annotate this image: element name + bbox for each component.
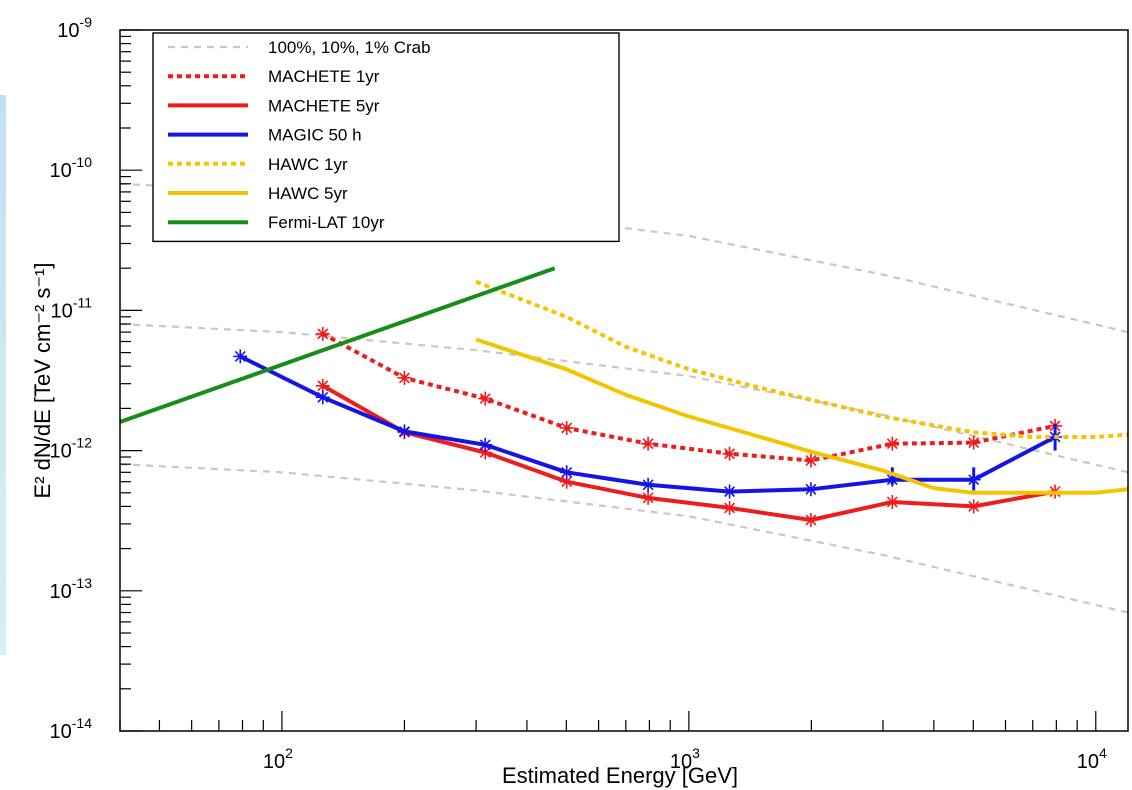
y-tick-exponent: -12 [72, 435, 92, 451]
data-point [967, 473, 981, 487]
y-tick-label: 10-10 [50, 154, 93, 182]
data-point [641, 478, 655, 492]
y-tick-base: 10 [50, 160, 72, 182]
series-line [323, 334, 1055, 461]
y-tick-label: 10-14 [50, 715, 93, 743]
x-tick-base: 10 [1077, 751, 1099, 773]
y-tick-base: 10 [50, 581, 72, 603]
y-axis-label: E² dN/dE [TeV cm⁻² s⁻¹] [30, 263, 55, 499]
y-tick-label: 10-13 [50, 575, 93, 603]
y-tick-exponent: -11 [73, 294, 92, 310]
legend-label: 100%, 10%, 1% Crab [268, 38, 431, 57]
data-point [641, 491, 655, 505]
data-point [723, 485, 737, 499]
legend-label: MAGIC 50 h [268, 126, 362, 145]
y-tick-base: 10 [57, 20, 79, 42]
legend-box [153, 33, 619, 241]
data-point [885, 495, 899, 509]
data-point [885, 437, 899, 451]
series-layer [120, 184, 1128, 613]
y-tick-label: 10-12 [50, 435, 93, 463]
legend-label: HAWC 5yr [268, 184, 348, 203]
data-point [316, 390, 330, 404]
data-point [316, 327, 330, 341]
x-tick-exponent: 2 [285, 745, 293, 761]
data-point [641, 437, 655, 451]
y-tick-exponent: -10 [72, 154, 92, 170]
data-point [804, 453, 818, 467]
x-tick-label: 104 [1077, 745, 1107, 773]
legend-label: HAWC 1yr [268, 155, 348, 174]
legend-label: Fermi-LAT 10yr [268, 213, 385, 232]
y-tick-exponent: -9 [80, 14, 93, 30]
y-tick-label: 10-11 [51, 294, 93, 322]
y-tick-exponent: -13 [72, 575, 92, 591]
x-tick-base: 10 [263, 751, 285, 773]
data-point [967, 436, 981, 450]
series-line [120, 464, 1128, 612]
legend-label: MACHETE 1yr [268, 67, 380, 86]
data-point [478, 438, 492, 452]
x-axis-label: Estimated Energy [GeV] [502, 763, 738, 788]
legend: 100%, 10%, 1% Crab MACHETE 1yr MACHETE 5yr… [153, 33, 619, 241]
series-line [476, 282, 1128, 437]
data-point [723, 447, 737, 461]
data-point [804, 513, 818, 527]
data-point [397, 371, 411, 385]
series-line [323, 386, 1055, 520]
data-point [804, 482, 818, 496]
data-point [723, 501, 737, 515]
y-tick-base: 10 [50, 721, 72, 743]
data-point [233, 349, 247, 363]
y-tick-label: 10-9 [57, 14, 92, 42]
data-point [967, 499, 981, 513]
data-point [397, 424, 411, 438]
legend-label: MACHETE 5yr [268, 96, 380, 115]
series-line [120, 324, 1128, 472]
x-tick-exponent: 3 [692, 745, 700, 761]
data-point [560, 421, 574, 435]
x-tick-label: 102 [263, 745, 293, 773]
data-point [478, 392, 492, 406]
x-tick-exponent: 4 [1099, 745, 1107, 761]
y-tick-exponent: -14 [72, 715, 92, 731]
